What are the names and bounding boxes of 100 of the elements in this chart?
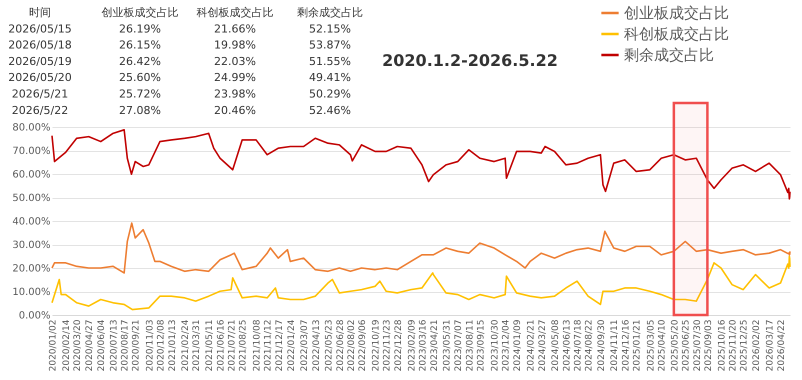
x-tick-label: 2021/06/16	[216, 319, 227, 372]
y-tick-label: 70.00%	[12, 146, 50, 157]
x-tick-label: 2022/05/23	[324, 320, 334, 372]
text: 2026/05/15	[8, 22, 72, 36]
x-tick-label: 2025/10/16	[718, 319, 728, 372]
x-tick-label: 2023/05/31	[442, 320, 452, 372]
x-tick-label: 2021/12/17	[274, 320, 285, 372]
x-tick-label: 2025/04/10	[658, 319, 668, 372]
x-tick-label: 2024/12/16	[621, 319, 632, 372]
x-tick-label: 2022/09/06	[358, 319, 368, 372]
text: 2026/05/19	[8, 54, 72, 68]
x-tick-label: 2024/06/13	[562, 320, 572, 372]
x-tick-label: 2021/05/11	[205, 320, 216, 372]
x-tick-label: 2020/01/02	[48, 320, 58, 372]
text: 52.15%	[309, 22, 351, 36]
y-tick-label: 0.00%	[18, 310, 50, 322]
x-tick-label: 2026/04/22	[777, 320, 788, 372]
x-tick-label: 2020/08/17	[120, 320, 131, 372]
x-tick-label: 2024/05/08	[551, 319, 562, 372]
x-tick-label: 2020/11/03	[145, 320, 156, 372]
x-tick-label: 2022/11/23	[382, 320, 393, 372]
x-tick-label: 2021/02/24	[181, 319, 192, 372]
text: 25.72%	[119, 88, 161, 100]
x-tick-label: 2025/12/25	[740, 320, 750, 372]
text: 科创板成交占比	[196, 6, 274, 19]
line-series	[51, 222, 791, 274]
x-tick-label: 2021/11/12	[264, 320, 274, 372]
x-tick-label: 2022/01/24	[286, 319, 297, 372]
x-tick-label: 2020/07/13	[110, 320, 120, 372]
x-tick-label: 2021/07/21	[228, 320, 238, 372]
x-tick-label: 2023/12/04	[502, 319, 512, 372]
y-tick-label: 40.00%	[12, 216, 50, 228]
text: 2026/5/21	[12, 88, 68, 100]
y-tick-label: 60.00%	[12, 170, 50, 180]
chart-title: 2020.1.2-2026.5.22	[382, 51, 558, 70]
x-tick-label: 2021/08/25	[238, 320, 249, 372]
x-tick-label: 2022/06/28	[336, 319, 346, 372]
x-tick-label: 2022/10/19	[372, 319, 382, 372]
text: 49.41%	[309, 71, 351, 84]
x-tick-label: 2023/10/30	[490, 319, 501, 372]
text: 50.29%	[309, 88, 351, 100]
x-tick-label: 2025/07/30	[692, 319, 703, 372]
x-tick-label: 2023/04/21	[430, 320, 440, 372]
x-tick-label: 2022/12/28	[394, 319, 404, 372]
x-tick-label: 2025/01/21	[632, 320, 643, 372]
legend-label: 剩余成交占比	[624, 46, 714, 64]
x-tick-label: 2021/10/08	[252, 319, 263, 372]
x-tick-label: 2024/09/30	[596, 319, 607, 372]
text: 27.08%	[119, 104, 161, 117]
x-tick-label: 2025/03/05	[646, 320, 656, 372]
x-tick-label: 2024/08/22	[584, 320, 595, 372]
legend-label: 创业板成交占比	[624, 4, 729, 22]
x-tick-label: 2024/11/11	[610, 320, 620, 372]
x-tick-label: 2024/07/18	[574, 319, 584, 372]
text: 剩余成交占比	[297, 6, 363, 19]
text: 53.87%	[309, 38, 351, 52]
x-tick-label: 2025/09/03	[704, 320, 714, 372]
legend-label: 科创板成交占比	[624, 25, 729, 43]
text: 20.46%	[214, 104, 256, 117]
x-tick-label: 2020/09/21	[132, 320, 142, 372]
text: 21.66%	[214, 22, 256, 36]
x-tick-label: 2024/01/09	[513, 319, 524, 372]
text: 创业板成交占比	[102, 6, 178, 19]
text: 23.98%	[214, 88, 256, 100]
text: 19.98%	[214, 38, 256, 52]
y-tick-label: 80.00%	[12, 122, 50, 134]
x-tick-label: 2023/08/11	[465, 320, 476, 372]
text: 2026/05/20	[8, 71, 72, 84]
x-tick-label: 2022/04/13	[312, 320, 322, 372]
x-tick-label: 2020/02/14	[62, 319, 72, 372]
x-tick-label: 2020/12/08	[156, 319, 166, 372]
x-tick-label: 2021/01/13	[168, 320, 178, 372]
x-tick-label: 2025/11/20	[728, 319, 739, 372]
x-tick-label: 2020/06/04	[97, 319, 108, 372]
x-tick-label: 2026/02/02	[752, 320, 762, 372]
y-tick-label: 50.00%	[12, 193, 50, 204]
x-tick-label: 2023/09/15	[476, 320, 486, 372]
text: 25.60%	[119, 71, 161, 84]
text: 52.46%	[309, 104, 351, 117]
x-tick-label: 2022/08/02	[346, 320, 357, 372]
x-tick-label: 2020/03/20	[73, 319, 84, 372]
text: 24.99%	[214, 71, 256, 84]
x-tick-label: 2021/03/31	[192, 320, 202, 372]
x-tick-label: 2023/07/07	[454, 320, 464, 372]
y-tick-label: 20.00%	[12, 264, 50, 274]
text: 时间	[29, 6, 51, 19]
x-tick-label: 2023/02/09	[407, 319, 418, 372]
y-tick-label: 30.00%	[12, 240, 50, 251]
x-tick-label: 2026/03/17	[766, 320, 776, 372]
x-tick-label: 2025/05/20	[670, 319, 680, 372]
x-tick-label: 2024/03/27	[538, 320, 548, 372]
text: 26.42%	[119, 54, 161, 68]
x-tick-label: 2020/04/27	[85, 320, 96, 372]
x-tick-label: 2024/02/21	[526, 320, 537, 372]
x-tick-label: 2023/03/16	[418, 319, 428, 372]
text: 2026/05/18	[8, 38, 72, 52]
text: 26.15%	[119, 38, 161, 52]
x-tick-label: 2022/03/07	[300, 320, 310, 372]
line-series	[51, 255, 791, 310]
text: 2026/5/22	[12, 104, 68, 117]
